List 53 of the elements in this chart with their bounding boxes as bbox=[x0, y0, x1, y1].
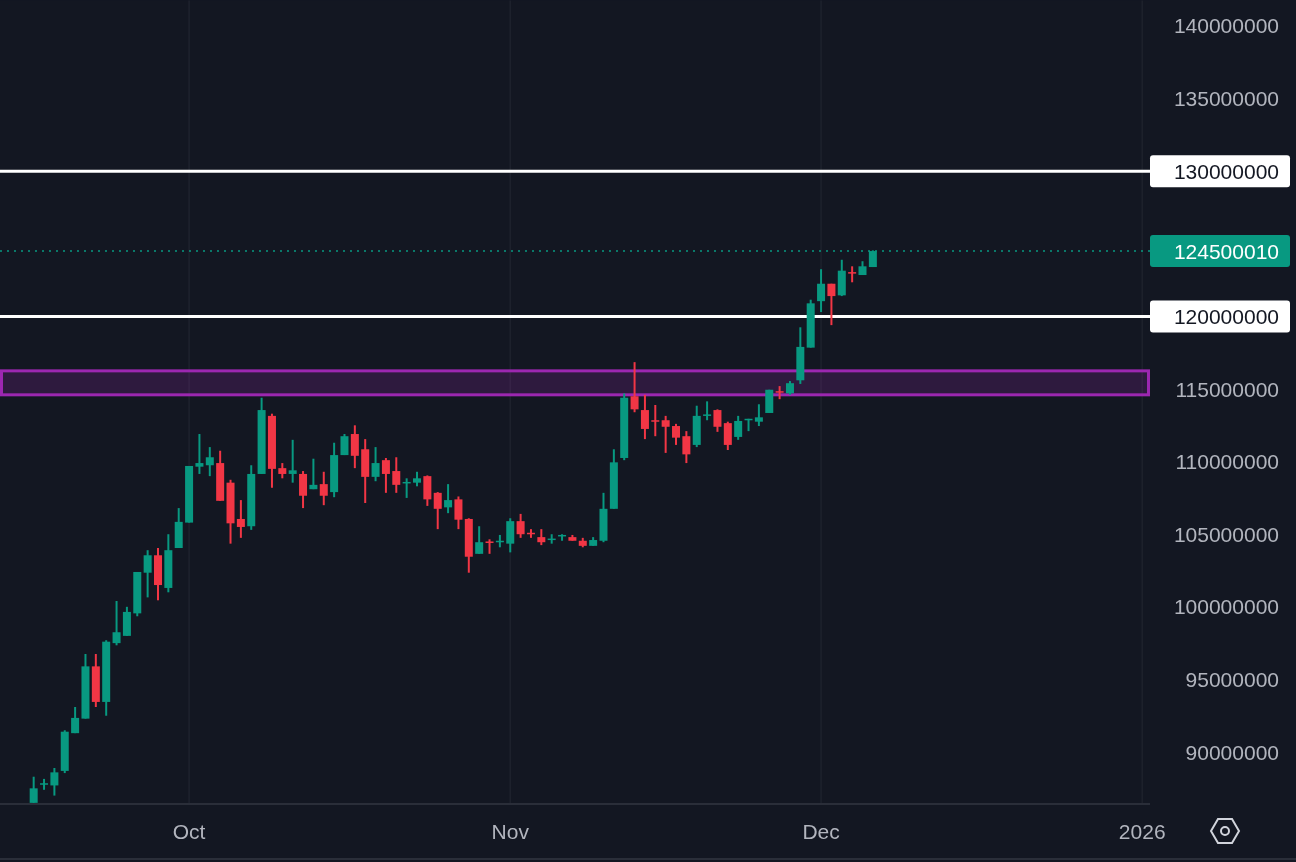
candlestick bbox=[661, 414, 670, 454]
x-tick-label: 2026 bbox=[1118, 819, 1166, 843]
candlestick bbox=[112, 600, 121, 647]
candlestick bbox=[309, 457, 318, 491]
candlestick bbox=[444, 483, 453, 515]
y-tick-label: 140000000 bbox=[1173, 14, 1279, 38]
candlestick bbox=[71, 706, 80, 735]
ref-line-label: 124500010 bbox=[1173, 239, 1279, 263]
candlestick bbox=[288, 438, 297, 484]
candlestick bbox=[630, 361, 639, 414]
candlestick bbox=[143, 549, 152, 599]
candlestick bbox=[122, 605, 131, 637]
candlestick bbox=[299, 470, 308, 510]
x-tick-label: Dec bbox=[802, 819, 840, 843]
ref-line-label: 130000000 bbox=[1173, 159, 1279, 183]
candlestick bbox=[475, 525, 484, 555]
y-tick-label: 135000000 bbox=[1173, 87, 1279, 111]
y-tick-label: 105000000 bbox=[1173, 522, 1279, 546]
candlestick bbox=[433, 491, 442, 531]
candlestick bbox=[682, 430, 691, 465]
candlestick bbox=[381, 456, 390, 494]
candlestick bbox=[506, 517, 515, 554]
candlestick bbox=[319, 470, 328, 507]
y-tick-label: 100000000 bbox=[1173, 595, 1279, 619]
ref-line-label: 120000000 bbox=[1173, 304, 1279, 328]
candlestick bbox=[350, 424, 359, 470]
candlestick bbox=[205, 446, 214, 478]
candlestick bbox=[423, 474, 432, 507]
y-tick-label: 115000000 bbox=[1175, 377, 1279, 401]
candlestick bbox=[371, 446, 380, 483]
candlestick bbox=[651, 403, 660, 438]
candlestick bbox=[703, 400, 712, 422]
candlestick bbox=[713, 408, 722, 433]
candlestick bbox=[236, 499, 245, 539]
candlestick bbox=[392, 456, 401, 494]
candlestick bbox=[672, 422, 681, 446]
candlestick bbox=[734, 414, 743, 441]
x-tick-label: Nov bbox=[491, 819, 530, 843]
candlestick bbox=[29, 775, 38, 803]
y-tick-label: 90000000 bbox=[1185, 740, 1279, 764]
candlestick bbox=[817, 268, 826, 314]
candlestick bbox=[640, 393, 649, 441]
y-tick-label: 95000000 bbox=[1185, 667, 1279, 691]
candlestick bbox=[50, 767, 59, 797]
candlestick bbox=[723, 420, 732, 451]
candlestick bbox=[827, 282, 836, 327]
y-tick-label: 110000000 bbox=[1175, 450, 1279, 474]
candlestick bbox=[485, 538, 494, 555]
candlestick bbox=[754, 403, 763, 428]
x-tick-label: Oct bbox=[172, 819, 206, 843]
candlestick bbox=[516, 512, 525, 539]
candlestick bbox=[195, 433, 204, 475]
candlestick bbox=[454, 495, 463, 531]
